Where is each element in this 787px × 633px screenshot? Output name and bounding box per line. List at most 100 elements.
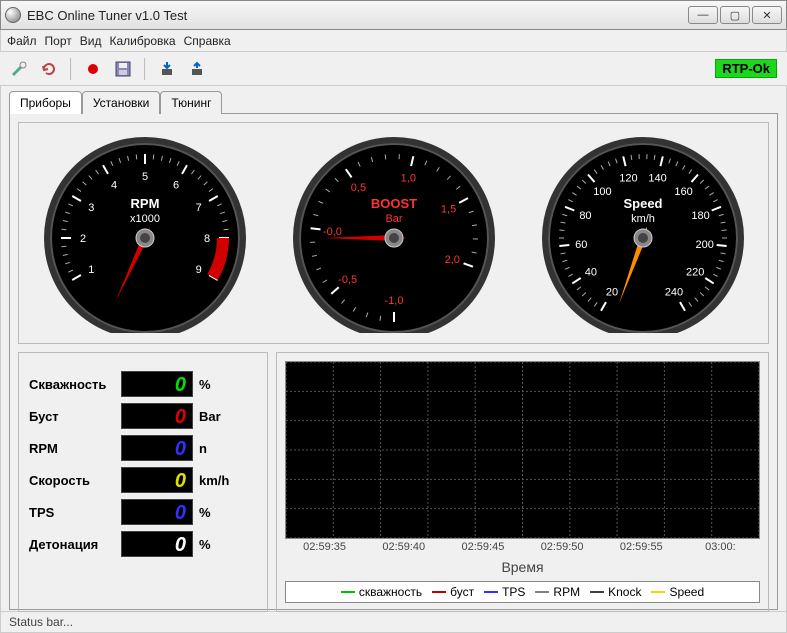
readout-value-speed: 0 <box>121 467 193 493</box>
window-title: EBC Online Tuner v1.0 Test <box>27 8 688 23</box>
plug-icon <box>10 60 28 78</box>
menu-port[interactable]: Порт <box>45 34 72 48</box>
tab-tuning[interactable]: Тюнинг <box>160 91 222 114</box>
gauges-panel: 123456789RPMx1000 -1,0-0,5-0,00,51,01,52… <box>18 122 769 344</box>
legend-label: Speed <box>669 585 704 599</box>
legend-label: TPS <box>502 585 525 599</box>
floppy-icon <box>114 60 132 78</box>
menu-view[interactable]: Вид <box>80 34 102 48</box>
toolbar-separator <box>144 58 146 80</box>
readout-unit: n <box>199 441 207 456</box>
maximize-button[interactable]: ▢ <box>720 6 750 24</box>
legend-label: RPM <box>553 585 580 599</box>
svg-text:100: 100 <box>593 186 611 198</box>
refresh-icon <box>40 60 58 78</box>
svg-text:60: 60 <box>575 239 587 251</box>
legend-label: буст <box>450 585 474 599</box>
speed-gauge: 20406080100120140160180200220240Speedkm/… <box>533 133 753 333</box>
svg-text:3: 3 <box>88 202 94 214</box>
readout-label: Детонация <box>29 537 115 552</box>
client-area: Приборы Установки Тюнинг 123456789RPMx10… <box>0 86 787 611</box>
legend-label: скважность <box>359 585 422 599</box>
svg-text:1: 1 <box>88 264 94 276</box>
legend-swatch <box>590 591 604 593</box>
record-icon <box>84 60 102 78</box>
x-tick: 03:00: <box>681 541 760 555</box>
readout-unit: km/h <box>199 473 229 488</box>
toolbar: RTP-Ok <box>0 52 787 86</box>
readout-value-rpm: 0 <box>121 435 193 461</box>
readout-row-duty: Скважность 0 % <box>29 371 257 397</box>
readout-row-knock: Детонация 0 % <box>29 531 257 557</box>
svg-text:BOOST: BOOST <box>370 196 416 211</box>
readout-label: TPS <box>29 505 115 520</box>
lower-row: Скважность 0 % Буст 0 Bar RPM 0 n Скорость … <box>18 352 769 612</box>
chip-down-icon <box>158 60 176 78</box>
toolbar-separator <box>70 58 72 80</box>
svg-text:5: 5 <box>141 171 147 183</box>
x-tick: 02:59:50 <box>523 541 602 555</box>
record-button[interactable] <box>80 56 106 82</box>
readout-value-knock: 0 <box>121 531 193 557</box>
svg-text:200: 200 <box>695 239 713 251</box>
legend-swatch <box>484 591 498 593</box>
readout-row-rpm: RPM 0 n <box>29 435 257 461</box>
readout-row-speed: Скорость 0 km/h <box>29 467 257 493</box>
svg-text:Speed: Speed <box>623 196 662 211</box>
menu-file[interactable]: Файл <box>7 34 37 48</box>
boost-gauge: -1,0-0,5-0,00,51,01,52,0BOOSTBar <box>284 133 504 333</box>
svg-text:220: 220 <box>685 267 703 279</box>
legend-swatch <box>432 591 446 593</box>
legend-item: RPM <box>535 585 580 599</box>
readout-label: RPM <box>29 441 115 456</box>
svg-text:8: 8 <box>203 233 209 245</box>
chip-up-icon <box>188 60 206 78</box>
tab-settings[interactable]: Установки <box>82 91 160 114</box>
save-button[interactable] <box>110 56 136 82</box>
svg-text:40: 40 <box>584 267 596 279</box>
readout-value-boost: 0 <box>121 403 193 429</box>
x-tick: 02:59:40 <box>364 541 443 555</box>
svg-text:-0,5: -0,5 <box>338 274 357 286</box>
minimize-button[interactable]: — <box>688 6 718 24</box>
readout-value-duty: 0 <box>121 371 193 397</box>
readout-row-boost: Буст 0 Bar <box>29 403 257 429</box>
app-icon <box>5 7 21 23</box>
readout-unit: % <box>199 505 211 520</box>
svg-text:x1000: x1000 <box>130 213 160 225</box>
status-text: Status bar... <box>9 615 73 629</box>
legend-item: Knock <box>590 585 641 599</box>
close-button[interactable]: ✕ <box>752 6 782 24</box>
menu-calibration[interactable]: Калибровка <box>109 34 175 48</box>
chart-legend: скважность буст TPS RPM Knock Speed <box>285 581 760 603</box>
svg-text:120: 120 <box>619 173 637 185</box>
readouts-panel: Скважность 0 % Буст 0 Bar RPM 0 n Скорость … <box>18 352 268 612</box>
svg-text:180: 180 <box>691 210 709 222</box>
readout-label: Буст <box>29 409 115 424</box>
connect-button[interactable] <box>6 56 32 82</box>
legend-swatch <box>341 591 355 593</box>
rpm-gauge: 123456789RPMx1000 <box>35 133 255 333</box>
svg-text:Bar: Bar <box>385 213 402 225</box>
readout-label: Скорость <box>29 473 115 488</box>
tab-panels[interactable]: Приборы <box>9 91 82 114</box>
download-button[interactable] <box>154 56 180 82</box>
tab-strip: Приборы Установки Тюнинг <box>9 90 778 113</box>
chart-plot <box>285 361 760 539</box>
x-tick: 02:59:35 <box>285 541 364 555</box>
chart-x-label: Время <box>285 559 760 575</box>
chart-grid <box>286 362 759 538</box>
legend-item: Speed <box>651 585 704 599</box>
readout-value-tps: 0 <box>121 499 193 525</box>
rtp-status-badge: RTP-Ok <box>715 59 777 78</box>
svg-text:7: 7 <box>195 202 201 214</box>
x-tick: 02:59:45 <box>443 541 522 555</box>
legend-item: буст <box>432 585 474 599</box>
menu-help[interactable]: Справка <box>184 34 231 48</box>
upload-button[interactable] <box>184 56 210 82</box>
svg-text:RPM: RPM <box>130 196 159 211</box>
svg-text:-0,0: -0,0 <box>322 226 341 238</box>
refresh-button[interactable] <box>36 56 62 82</box>
svg-text:4: 4 <box>110 179 116 191</box>
svg-text:240: 240 <box>664 287 682 299</box>
